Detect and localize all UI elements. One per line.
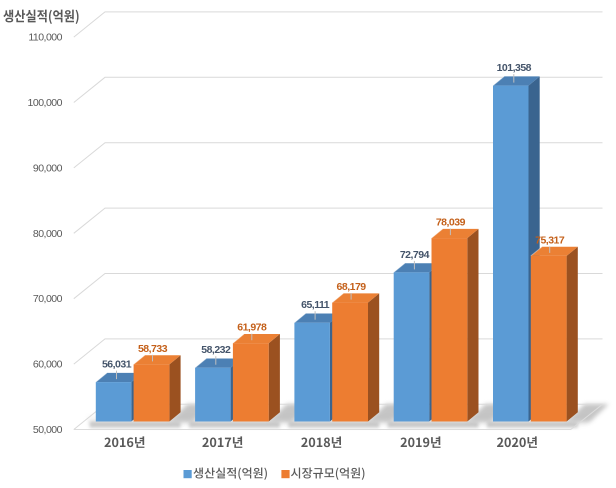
svg-text:50,000: 50,000 [33, 424, 63, 436]
svg-text:65,111: 65,111 [301, 299, 330, 311]
svg-text:60,000: 60,000 [33, 359, 63, 371]
svg-text:68,179: 68,179 [337, 281, 367, 293]
svg-text:70,000: 70,000 [33, 293, 63, 305]
svg-text:75,317: 75,317 [535, 234, 565, 246]
svg-text:101,358: 101,358 [497, 62, 532, 74]
svg-text:78,039: 78,039 [436, 217, 466, 229]
svg-text:56,031: 56,031 [102, 359, 132, 371]
svg-text:58,232: 58,232 [201, 344, 231, 356]
svg-text:80,000: 80,000 [33, 228, 63, 240]
svg-text:110,000: 110,000 [28, 32, 62, 44]
svg-text:61,978: 61,978 [237, 322, 267, 334]
svg-text:58,733: 58,733 [138, 343, 168, 355]
svg-text:100,000: 100,000 [28, 97, 63, 109]
svg-text:72,794: 72,794 [400, 249, 430, 261]
svg-text:90,000: 90,000 [33, 162, 63, 174]
